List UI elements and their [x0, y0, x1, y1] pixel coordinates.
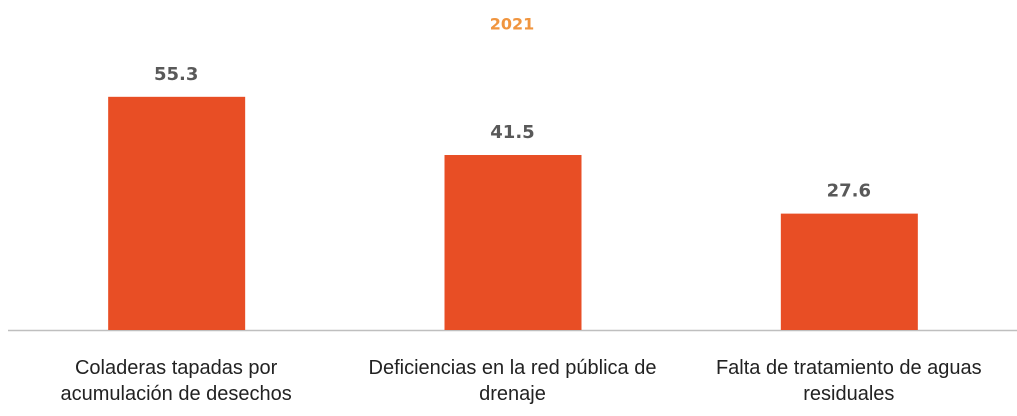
- chart-title: 2021: [490, 15, 535, 34]
- x-tick-label: Coladeras tapadas por acumulación de des…: [60, 357, 292, 405]
- bar: [108, 96, 246, 331]
- data-label: 41.5: [490, 122, 534, 143]
- bar: [780, 213, 918, 330]
- x-tick-label: Falta de tratamiento de aguas residuales: [715, 357, 982, 405]
- data-label: 27.6: [827, 181, 871, 202]
- x-tick-label: Deficiencias en la red pública de drenaj…: [368, 357, 657, 405]
- data-label: 55.3: [154, 64, 198, 85]
- bar: [444, 155, 582, 330]
